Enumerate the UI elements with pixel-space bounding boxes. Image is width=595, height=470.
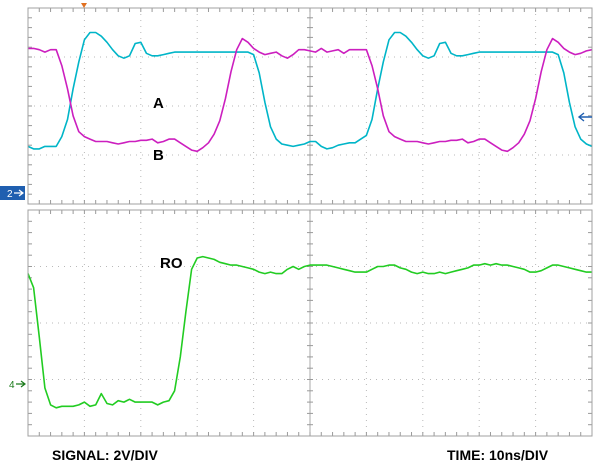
trace-a: [27, 31, 593, 150]
upper-traces: [27, 31, 593, 153]
lower-panel: [27, 209, 593, 437]
trace-b: [28, 37, 593, 153]
lower-grid: [27, 209, 593, 437]
ch2-marker-label: 2: [7, 189, 13, 200]
upper-panel: [27, 7, 593, 205]
ch2-marker-box: [0, 186, 25, 200]
series-label-b: B: [153, 147, 164, 164]
ch2-ground-marker: 2: [0, 186, 25, 200]
ch4-ground-marker: 4: [9, 380, 26, 391]
time-scale-label: TIME: 10ns/DIV: [447, 447, 549, 463]
series-label-a: A: [153, 95, 164, 112]
upper-grid: [27, 7, 593, 205]
lower-panel-border: [27, 209, 593, 437]
trace-ro: [27, 255, 592, 409]
offscreen-arrow-icon: [577, 112, 592, 122]
signal-scale-label: SIGNAL: 2V/DIV: [52, 447, 158, 463]
lower-traces: [27, 255, 592, 409]
ch4-arrow-icon: [16, 380, 26, 388]
series-label-ro: RO: [160, 255, 183, 272]
ch4-marker-label: 4: [9, 380, 15, 391]
ch2-arrow-icon: [14, 189, 24, 197]
upper-panel-border: [27, 7, 593, 205]
trigger-position-marker: [81, 3, 87, 8]
